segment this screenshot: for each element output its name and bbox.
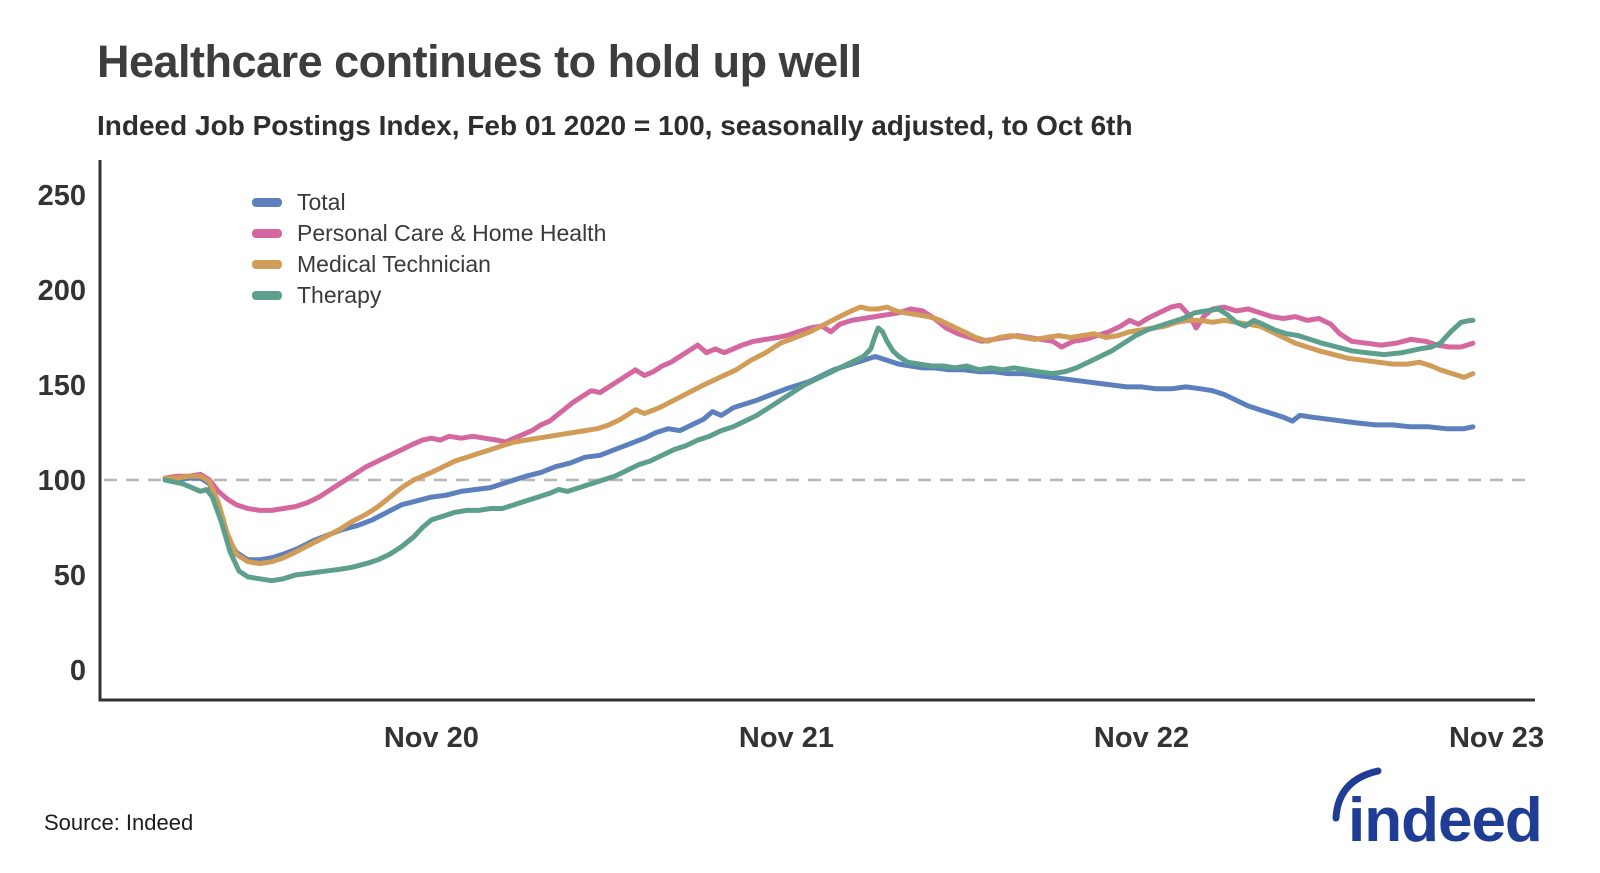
legend-item-personal-care-home-health: Personal Care & Home Health [252, 218, 606, 249]
y-tick-label: 100 [38, 465, 86, 497]
y-tick-label: 50 [54, 560, 86, 592]
legend: Total Personal Care & Home Health Medica… [252, 187, 606, 311]
chart-subtitle: Indeed Job Postings Index, Feb 01 2020 =… [97, 110, 1133, 141]
legend-swatch-total [252, 198, 282, 207]
legend-item-total: Total [252, 187, 606, 218]
series-line-therapy [162, 306, 1476, 584]
chart-title: Healthcare continues to hold up well [97, 36, 862, 87]
x-tick-label: Nov 20 [384, 722, 479, 754]
series-line-total [162, 354, 1476, 563]
y-tick-label: 150 [38, 370, 86, 402]
y-tick-label: 0 [70, 655, 86, 687]
x-tick-label: Nov 23 [1449, 722, 1544, 754]
x-tick-label: Nov 22 [1094, 722, 1189, 754]
legend-swatch-therapy [252, 291, 282, 300]
legend-label: Total [297, 189, 346, 215]
indeed-logo-text: indeed [1348, 786, 1542, 855]
legend-swatch-medical-technician [252, 260, 282, 269]
legend-item-therapy: Therapy [252, 280, 606, 311]
y-tick-label: 250 [38, 180, 86, 212]
legend-item-medical-technician: Medical Technician [252, 249, 606, 280]
source-note: Source: Indeed [44, 810, 194, 835]
y-tick-label: 200 [38, 275, 86, 307]
legend-label: Personal Care & Home Health [297, 220, 607, 246]
legend-label: Medical Technician [297, 251, 491, 277]
indeed-logo-arc [1332, 767, 1382, 822]
legend-label: Therapy [297, 282, 382, 308]
x-tick-label: Nov 21 [739, 722, 834, 754]
legend-swatch-personal-care-home-health [252, 229, 282, 238]
series-line-personal-care-home-health [162, 302, 1476, 513]
indeed-logo: indeed [1332, 767, 1543, 855]
